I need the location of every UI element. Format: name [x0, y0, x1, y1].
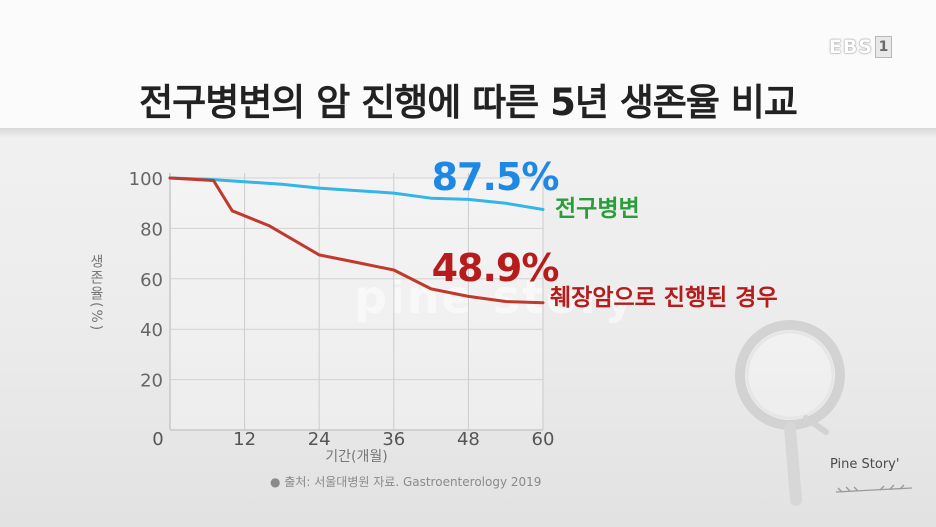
x-tick-label: 0 [152, 429, 163, 450]
x-axis-label: 기간(개월) [325, 449, 387, 465]
series-name-label: 전구병변 [555, 196, 640, 222]
series [168, 176, 545, 305]
title-bar-shadow [0, 128, 936, 138]
grid [170, 173, 544, 430]
y-tick-label: 40 [140, 320, 163, 341]
plot-area [170, 178, 543, 430]
series-end-label: 48.9% [432, 246, 559, 290]
logo-channel: 1 [875, 36, 892, 58]
labels: 87.5%전구병변 48.9%췌장암으로 진행된 경우 [432, 155, 778, 311]
x-tick-label: 36 [382, 429, 405, 450]
brand-text: Pine Story' [830, 457, 900, 472]
broadcaster-logo: EBS 1 [829, 36, 892, 58]
axes: 0 12 24 36 48 60 20 40 60 80 100 기간(개월) 생존율(%) [88, 169, 554, 465]
series-name-label: 췌장암으로 진행된 경우 [550, 285, 778, 311]
y-tick-label: 80 [140, 219, 163, 240]
y-tick-label: 100 [129, 169, 163, 190]
x-tick-label: 24 [308, 429, 331, 450]
series-line-1 [168, 176, 545, 211]
x-tick-label: 60 [532, 429, 555, 450]
source-note: ● 출처: 서울대병원 자료. Gastroenterology 2019 [270, 475, 542, 489]
x-tick-label: 48 [457, 429, 480, 450]
logo-text: EBS [828, 36, 873, 58]
title-bar [0, 0, 936, 128]
series-line-2 [168, 176, 545, 305]
y-axis-label: 생존율(%) [88, 254, 104, 332]
chart-title: 전구병변의 암 진행에 따른 5년 생존율 비교 [139, 81, 798, 124]
y-tick-label: 20 [140, 371, 163, 392]
series-end-label: 87.5% [432, 155, 559, 199]
magnifier-illustration [735, 320, 845, 506]
x-tick-label: 12 [233, 429, 256, 450]
leaf-decoration [835, 484, 913, 493]
y-tick-label: 60 [140, 270, 163, 291]
